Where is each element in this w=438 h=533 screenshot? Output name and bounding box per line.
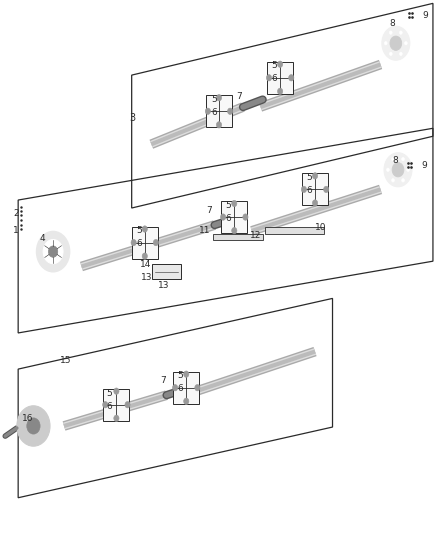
Text: 5: 5 (306, 173, 312, 182)
Circle shape (49, 246, 58, 257)
Circle shape (278, 88, 283, 94)
Circle shape (387, 168, 389, 172)
Circle shape (27, 418, 40, 434)
Text: 6: 6 (106, 402, 112, 411)
Text: 7: 7 (237, 92, 242, 101)
Text: 7: 7 (160, 376, 166, 385)
Circle shape (402, 179, 404, 182)
Text: 5: 5 (136, 226, 142, 235)
Bar (152, 264, 181, 279)
Text: 6: 6 (226, 214, 231, 223)
Text: 13: 13 (158, 280, 170, 289)
Circle shape (195, 384, 200, 391)
Bar (103, 389, 130, 421)
Circle shape (184, 398, 189, 405)
Text: 7: 7 (206, 206, 212, 215)
Circle shape (312, 200, 318, 206)
Text: 5: 5 (211, 94, 217, 103)
Circle shape (384, 153, 412, 187)
Text: 5: 5 (226, 201, 231, 210)
Circle shape (243, 214, 248, 220)
Text: 12: 12 (251, 231, 262, 240)
Text: 3: 3 (130, 112, 136, 123)
Circle shape (266, 75, 272, 81)
Text: 6: 6 (306, 186, 312, 195)
Circle shape (232, 228, 237, 234)
Circle shape (205, 108, 211, 115)
Circle shape (399, 31, 402, 34)
Text: 10: 10 (315, 223, 327, 232)
Text: 5: 5 (272, 61, 277, 70)
Bar (132, 227, 158, 259)
Circle shape (43, 239, 63, 264)
Text: 6: 6 (272, 74, 277, 83)
Circle shape (142, 253, 148, 260)
Circle shape (278, 61, 283, 67)
Text: 9: 9 (422, 11, 428, 20)
Circle shape (392, 179, 394, 182)
Circle shape (392, 157, 394, 161)
Circle shape (216, 94, 222, 101)
Bar (173, 372, 199, 403)
Circle shape (382, 26, 410, 60)
Circle shape (114, 415, 119, 422)
Text: 16: 16 (21, 414, 33, 423)
Circle shape (227, 108, 233, 115)
Text: 6: 6 (136, 239, 142, 248)
Circle shape (125, 401, 130, 408)
Circle shape (102, 401, 108, 408)
Circle shape (184, 371, 189, 377)
Circle shape (216, 122, 222, 128)
Bar (206, 95, 232, 127)
Circle shape (389, 52, 392, 55)
Circle shape (220, 214, 226, 220)
Circle shape (142, 226, 148, 232)
Circle shape (131, 239, 136, 246)
Circle shape (232, 200, 237, 207)
Circle shape (17, 406, 50, 446)
Circle shape (406, 168, 410, 172)
Circle shape (385, 42, 387, 45)
Circle shape (312, 173, 318, 179)
Circle shape (390, 36, 402, 50)
Text: 2: 2 (13, 209, 18, 218)
Text: 9: 9 (421, 161, 427, 170)
Circle shape (114, 388, 119, 394)
Circle shape (399, 52, 402, 55)
Text: 6: 6 (211, 108, 217, 117)
Text: 11: 11 (199, 226, 211, 235)
Circle shape (404, 42, 407, 45)
Text: 13: 13 (141, 273, 153, 281)
Bar (221, 201, 247, 233)
Circle shape (389, 31, 392, 34)
Text: 5: 5 (106, 389, 112, 398)
Text: 8: 8 (393, 156, 399, 165)
Text: 8: 8 (389, 19, 395, 28)
Bar (302, 173, 328, 205)
Circle shape (301, 186, 307, 192)
Text: 4: 4 (39, 234, 45, 243)
Text: 6: 6 (177, 384, 183, 393)
Circle shape (392, 163, 404, 177)
Circle shape (289, 75, 294, 81)
Circle shape (173, 384, 178, 391)
Circle shape (402, 157, 404, 161)
Text: 5: 5 (177, 371, 183, 380)
Bar (267, 62, 293, 94)
Text: 15: 15 (60, 356, 71, 365)
Circle shape (324, 186, 329, 192)
Circle shape (153, 239, 159, 246)
Circle shape (36, 231, 70, 272)
Bar (265, 227, 324, 233)
Text: 1: 1 (13, 226, 19, 235)
Bar (213, 234, 263, 240)
Text: 14: 14 (140, 261, 151, 269)
